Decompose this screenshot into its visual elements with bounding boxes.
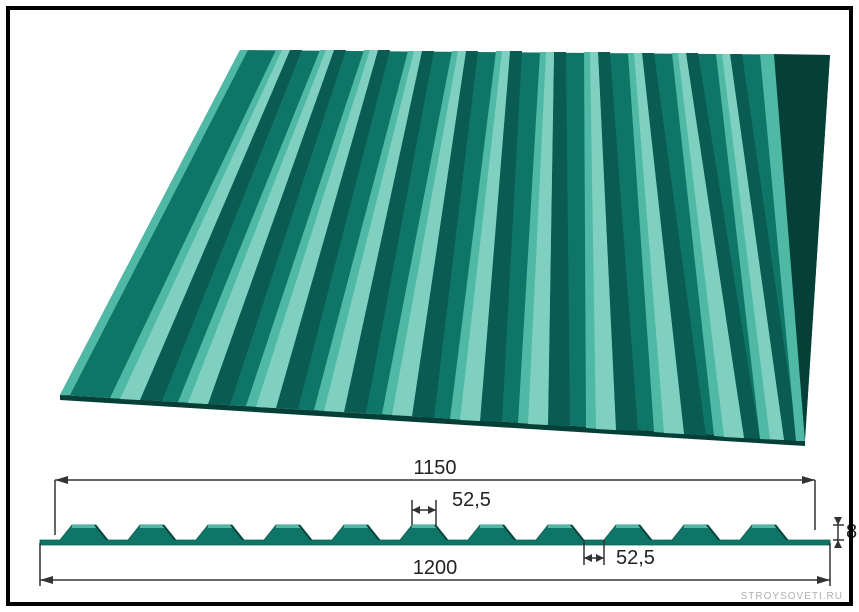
watermark: STROYSOVETI.RU	[741, 591, 843, 602]
outer-frame	[6, 6, 853, 606]
